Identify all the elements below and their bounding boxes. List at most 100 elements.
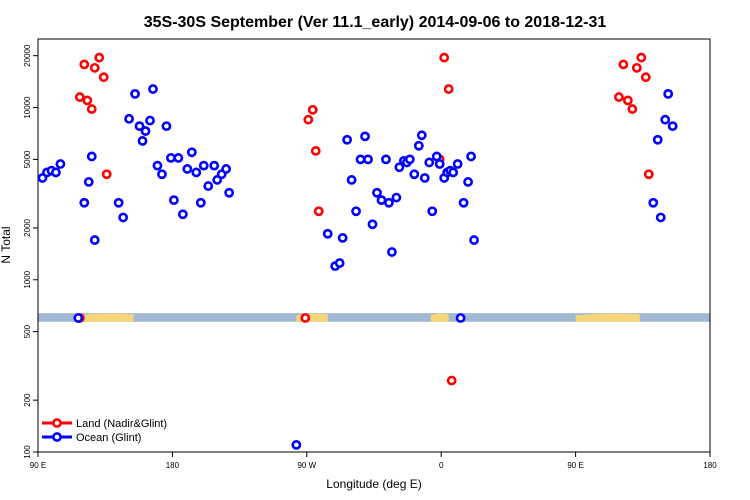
ocean-point	[166, 153, 176, 163]
ocean-point	[134, 121, 145, 132]
ocean-point	[198, 160, 209, 171]
ocean-point	[394, 162, 405, 173]
ocean-point	[89, 235, 100, 245]
land-point	[310, 146, 321, 156]
ocean-point	[55, 159, 66, 169]
ocean-point	[342, 134, 353, 145]
ocean-point	[118, 212, 129, 223]
x-tick-label: 0	[439, 461, 444, 470]
ocean-point	[173, 153, 184, 163]
ocean-point	[209, 160, 220, 171]
ocean-point	[652, 134, 663, 145]
ocean-point	[458, 197, 469, 208]
y-axis-label: N Total	[0, 226, 13, 263]
y-tick-label: 10000	[23, 96, 32, 119]
ocean-point	[372, 187, 382, 198]
ocean-point	[186, 147, 197, 158]
ocean-point	[346, 175, 357, 185]
legend-marker	[52, 418, 62, 428]
x-axis: 90 E 180 90 W 0 90 E 180	[30, 452, 717, 470]
ocean-point	[381, 154, 391, 165]
ocean-point	[655, 212, 666, 223]
land-point	[89, 62, 100, 73]
land-point	[439, 52, 450, 63]
land-point	[443, 84, 454, 94]
ocean-point	[663, 89, 674, 99]
ocean-point	[667, 121, 678, 132]
ocean-point	[463, 177, 473, 187]
ocean-point	[351, 206, 361, 217]
ocean-point	[145, 115, 155, 126]
ocean-point	[448, 167, 459, 178]
ocean-point	[161, 121, 172, 132]
land-ocean-band	[38, 313, 710, 322]
ocean-point	[157, 169, 167, 180]
land-point	[640, 72, 651, 83]
land-point	[618, 59, 629, 70]
land-point	[307, 104, 318, 115]
ocean-band	[38, 313, 710, 322]
ocean-point	[337, 233, 348, 243]
land-point	[101, 169, 112, 180]
ocean-point	[431, 151, 442, 162]
ocean-point	[168, 195, 179, 206]
ocean-point	[427, 206, 438, 217]
y-axis: 100 200 500 1000 2000 5000 10000 20000	[23, 44, 38, 459]
y-tick-label: 200	[23, 393, 32, 407]
ocean-point	[409, 169, 420, 180]
ocean-point	[130, 89, 140, 99]
ocean-point	[360, 131, 370, 142]
ocean-point	[334, 258, 345, 268]
legend: Land (Nadir&Glint) Ocean (Glint)	[42, 418, 167, 444]
land-point	[446, 375, 457, 386]
ocean-point	[648, 197, 659, 208]
legend-label: Ocean (Glint)	[76, 432, 141, 444]
land-point	[303, 114, 314, 125]
ocean-point	[387, 247, 397, 257]
land-point	[313, 206, 324, 217]
ocean-point	[466, 151, 476, 162]
ocean-point	[148, 84, 158, 94]
land-point	[98, 72, 109, 83]
ocean-point	[419, 173, 430, 183]
x-tick-label: 180	[703, 461, 717, 470]
land-point	[643, 169, 654, 180]
ocean-point	[434, 159, 445, 169]
ocean-point	[140, 126, 151, 136]
ocean-point	[660, 114, 671, 125]
ocean-point	[291, 439, 302, 450]
land-point	[614, 92, 624, 102]
ocean-point	[152, 160, 163, 171]
ocean-point	[113, 197, 124, 208]
ocean-point	[182, 164, 193, 174]
ocean-point	[367, 219, 378, 230]
ocean-point	[404, 154, 415, 165]
ocean-point	[355, 154, 366, 165]
ocean-point	[384, 197, 394, 208]
ocean-point	[73, 313, 84, 323]
land-point	[79, 59, 90, 70]
ocean-point	[469, 235, 479, 245]
land-point	[86, 104, 97, 114]
land-point	[622, 95, 633, 106]
ocean-point	[413, 140, 424, 151]
land-point	[631, 62, 642, 73]
y-tick-label: 500	[23, 324, 32, 338]
land-point	[94, 52, 105, 63]
legend-label: Land (Nadir&Glint)	[76, 418, 167, 430]
ocean-point	[137, 136, 148, 146]
ocean-point	[363, 154, 373, 165]
land-segment	[430, 313, 449, 322]
x-tick-label: 180	[166, 461, 180, 470]
land-point	[82, 95, 93, 106]
ocean-point	[424, 157, 435, 168]
ocean-point	[177, 209, 188, 220]
ocean-point	[224, 187, 235, 198]
ocean-point	[452, 159, 463, 169]
land-segment	[575, 313, 640, 322]
plot-frame	[37, 38, 711, 453]
y-tick-label: 100	[23, 445, 32, 459]
chart-title: 35S-30S September (Ver 11.1_early) 2014-…	[144, 14, 607, 31]
ocean-point	[376, 195, 387, 206]
